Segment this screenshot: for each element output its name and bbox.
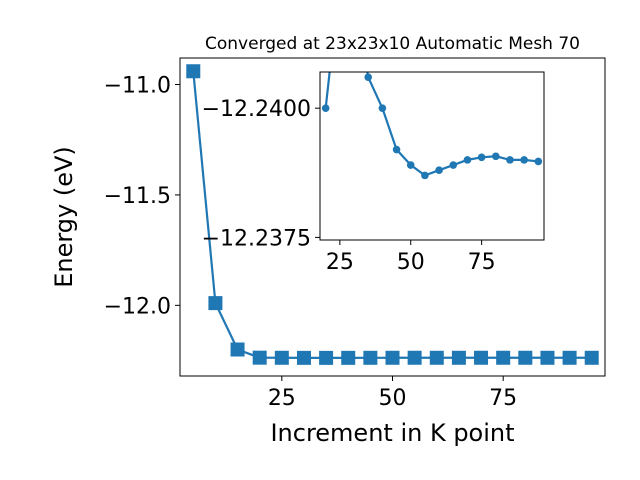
main-data-point <box>584 350 599 365</box>
main-data-point <box>540 350 555 365</box>
main-x-tick-label: 25 <box>268 386 296 411</box>
main-y-tick-label: −12.0 <box>104 294 171 319</box>
main-data-point <box>319 350 334 365</box>
inset-x-tick-label: 75 <box>468 250 496 275</box>
inset-data-point <box>463 156 472 164</box>
main-data-point <box>363 350 378 365</box>
main-data-point <box>385 350 400 365</box>
inset-data-point <box>506 156 514 164</box>
main-data-point <box>186 64 201 79</box>
main-data-point <box>296 350 311 365</box>
inset-data-point <box>491 152 500 161</box>
inset-data-point <box>392 145 401 154</box>
main-y-axis-label: Energy (eV) <box>50 146 78 288</box>
main-y-tick-label: −11.0 <box>104 74 171 99</box>
main-x-axis-label: Increment in K point <box>270 419 514 447</box>
inset-data-point <box>534 157 543 166</box>
inset-data-point <box>435 166 443 175</box>
main-data-point <box>208 296 223 311</box>
inset-data-point <box>378 104 387 112</box>
main-data-point <box>451 350 466 365</box>
inset-data-point <box>449 161 458 169</box>
inset-data-point <box>321 104 330 112</box>
main-data-point <box>407 350 422 365</box>
main-x-tick-label: 75 <box>489 386 517 411</box>
main-data-point <box>562 350 577 365</box>
main-y-tick-label: −11.5 <box>104 184 171 209</box>
main-data-point <box>474 350 489 365</box>
main-data-point <box>518 350 533 365</box>
inset-data-point <box>364 73 373 81</box>
main-data-point <box>429 350 444 365</box>
main-data-point <box>230 342 245 357</box>
inset-y-tick-label: −12.2400 <box>202 97 311 122</box>
inset-series-line <box>324 72 539 177</box>
inset-x-tick-label: 25 <box>326 250 354 275</box>
inset-data-point <box>406 161 415 169</box>
inset-data-point <box>477 153 486 162</box>
main-data-point <box>341 350 356 365</box>
inset-data-point <box>520 156 528 164</box>
inset-plot-frame <box>319 71 545 241</box>
main-title: Converged at 23x23x10 Automatic Mesh 70 <box>205 34 580 54</box>
main-data-point <box>496 350 511 365</box>
main-data-point <box>252 350 267 365</box>
inset-data-point <box>421 171 429 180</box>
main-data-point <box>274 350 289 365</box>
inset-plot-background <box>320 72 544 240</box>
inset-y-tick-label: −12.2375 <box>202 226 311 251</box>
main-x-tick-label: 50 <box>379 386 407 411</box>
inset-x-tick-label: 50 <box>397 250 425 275</box>
